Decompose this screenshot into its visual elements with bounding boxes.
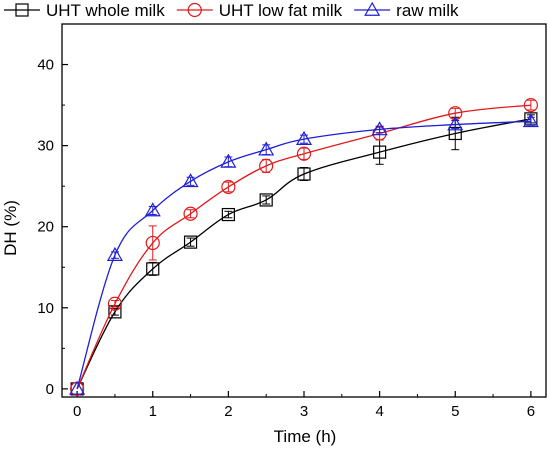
data-point bbox=[144, 202, 161, 217]
x-tick-label: 6 bbox=[527, 403, 535, 420]
legend: UHT whole milk UHT low fat milk raw milk bbox=[4, 1, 459, 20]
series-raw-milk bbox=[69, 113, 539, 395]
legend-label: UHT low fat milk bbox=[219, 1, 343, 20]
x-tick-label: 1 bbox=[149, 403, 157, 420]
y-tick-label: 40 bbox=[37, 57, 54, 74]
legend-item: UHT low fat milk bbox=[176, 1, 343, 20]
data-point bbox=[106, 246, 123, 261]
x-tick-label: 2 bbox=[224, 403, 232, 420]
data-point bbox=[523, 97, 538, 113]
data-point bbox=[69, 380, 86, 395]
data-point bbox=[221, 179, 236, 195]
series-line bbox=[76, 104, 531, 390]
data-point bbox=[522, 113, 539, 128]
data-series bbox=[69, 97, 539, 396]
y-tick-label: 10 bbox=[37, 300, 54, 317]
data-point bbox=[448, 106, 463, 121]
legend-item: raw milk bbox=[354, 1, 459, 20]
x-axis-label: Time (h) bbox=[274, 427, 337, 446]
series-line bbox=[76, 120, 531, 390]
y-tick-label: 20 bbox=[37, 219, 54, 236]
legend-marker bbox=[364, 1, 381, 16]
y-axis-label: DH (%) bbox=[1, 200, 20, 256]
data-point bbox=[296, 146, 312, 161]
data-point bbox=[297, 167, 311, 181]
x-tick-label: 5 bbox=[451, 403, 459, 420]
plot-frame bbox=[61, 23, 547, 398]
data-point bbox=[182, 173, 199, 188]
data-point bbox=[107, 296, 123, 311]
data-point bbox=[371, 121, 388, 136]
data-point bbox=[447, 116, 464, 131]
data-point bbox=[221, 207, 235, 222]
legend-label: raw milk bbox=[396, 1, 459, 20]
legend-item: UHT whole milk bbox=[4, 1, 165, 20]
plot-area bbox=[61, 23, 547, 398]
data-point bbox=[220, 153, 237, 168]
y-tick-label: 0 bbox=[46, 381, 54, 398]
data-point bbox=[183, 235, 198, 249]
data-point bbox=[295, 130, 313, 145]
x-tick-label: 0 bbox=[73, 403, 81, 420]
data-point bbox=[145, 235, 160, 251]
y-tick-label: 30 bbox=[37, 138, 54, 155]
data-point bbox=[183, 206, 198, 221]
x-tick-label: 4 bbox=[375, 403, 383, 420]
legend-marker bbox=[187, 2, 202, 18]
legend-label: UHT whole milk bbox=[46, 1, 165, 20]
series-line bbox=[76, 118, 531, 390]
data-point bbox=[146, 262, 160, 276]
x-tick-label: 3 bbox=[300, 403, 308, 420]
data-point bbox=[259, 193, 273, 207]
data-point bbox=[258, 141, 275, 156]
data-point bbox=[259, 158, 274, 174]
data-point bbox=[373, 145, 387, 159]
legend-marker bbox=[15, 3, 29, 17]
axis-ticks: 0 1 2 3 4 5 6 0 10 20 30 40 bbox=[37, 23, 535, 420]
